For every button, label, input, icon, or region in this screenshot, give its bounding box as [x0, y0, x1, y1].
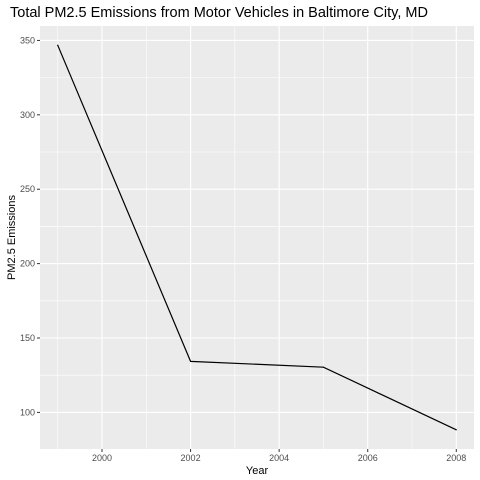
data-points	[57, 44, 457, 431]
grid-minor	[40, 26, 474, 449]
y-tick-label: 300	[20, 110, 35, 120]
x-axis-title: Year	[246, 465, 269, 477]
data-point	[57, 44, 59, 46]
y-tick-label: 100	[20, 407, 35, 417]
y-tick-label: 250	[20, 184, 35, 194]
x-tick-label: 2002	[181, 453, 201, 463]
data-point	[189, 360, 192, 362]
x-axis: 2000 2002 2004 2006 2008	[92, 449, 466, 463]
chart-title: Total PM2.5 Emissions from Motor Vehicle…	[10, 5, 428, 21]
y-tick-label: 350	[20, 35, 35, 45]
y-tick-label: 150	[20, 333, 35, 343]
data-point	[455, 429, 457, 431]
plot-panel	[40, 26, 474, 449]
data-point	[322, 366, 325, 368]
x-tick-label: 2008	[446, 453, 466, 463]
x-tick-label: 2004	[269, 453, 289, 463]
x-tick-label: 2006	[358, 453, 378, 463]
y-axis-title: PM2.5 Emissions	[6, 195, 18, 280]
y-axis: 100 150 200 250 300 350	[20, 35, 40, 417]
x-tick-label: 2000	[92, 453, 112, 463]
y-tick-label: 200	[20, 259, 35, 269]
grid-major	[40, 26, 474, 449]
series-line	[57, 44, 457, 431]
